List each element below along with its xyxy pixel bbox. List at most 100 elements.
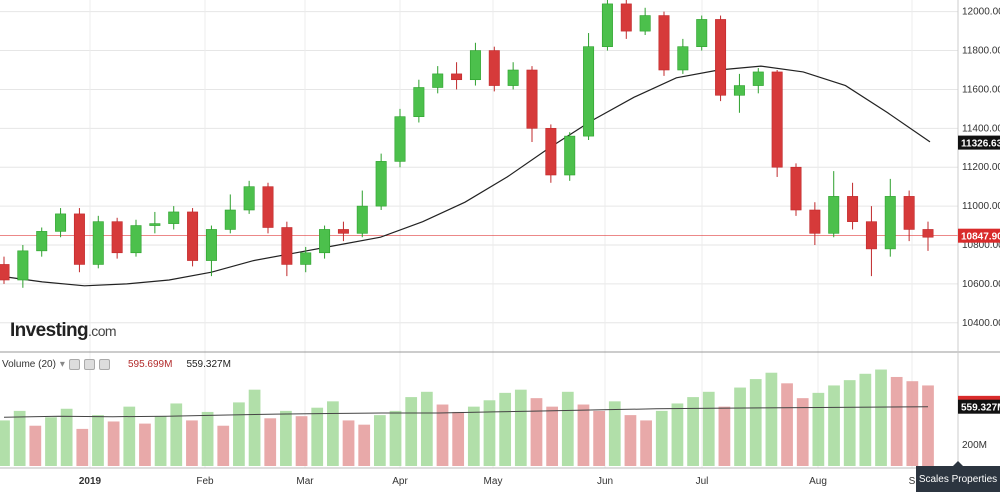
volume-bar [45, 417, 57, 466]
y-tick-label: 11400.00 [962, 123, 1000, 134]
candle-body [73, 213, 85, 265]
volume-bar [201, 411, 214, 466]
volume-bar [295, 416, 308, 466]
candle-body [92, 221, 104, 265]
x-tick-label: Mar [296, 476, 314, 487]
candle-body [224, 209, 236, 230]
x-tick-label: Aug [809, 476, 827, 487]
candle-body [356, 205, 368, 234]
candle-body [36, 231, 48, 252]
volume-bar [514, 389, 527, 466]
volume-bar [530, 398, 543, 466]
candle-body [55, 213, 67, 232]
candle-body [545, 128, 557, 176]
volume-bar [92, 415, 104, 466]
current-volume-value: 595.699M [127, 359, 173, 370]
candle-body [526, 69, 538, 129]
candle-body [828, 196, 840, 234]
scales-properties-button[interactable]: Scales Properties [916, 461, 1000, 492]
volume-bar [718, 406, 731, 466]
volume-bar [640, 420, 652, 466]
candle-body [790, 166, 802, 211]
volume-bar [60, 408, 73, 466]
candle-body [168, 211, 180, 224]
moving-average-line [0, 65, 931, 287]
volume-bar [358, 424, 371, 466]
volume-bar [29, 425, 42, 466]
volume-bar [139, 423, 151, 466]
candle-body [262, 186, 274, 228]
y-tick-label: 11200.00 [962, 162, 1000, 173]
volume-bar [906, 381, 919, 466]
volume-bar [436, 404, 449, 466]
eye-icon[interactable] [83, 359, 95, 370]
candle-body [715, 19, 727, 96]
candle-body [922, 229, 934, 238]
volume-bar [812, 392, 825, 466]
volume-bar [828, 385, 840, 466]
candle-body [432, 73, 444, 88]
candlestick-layer [0, 0, 934, 288]
volume-bar [922, 385, 934, 466]
volume-bar [264, 418, 277, 466]
legend-dropdown-icon[interactable]: ▾ [59, 359, 65, 370]
volume-legend-title: Volume (20) [2, 359, 56, 370]
close-icon[interactable] [98, 359, 110, 370]
settings-icon[interactable] [68, 359, 80, 370]
candle-body [337, 229, 349, 234]
candle-body [17, 250, 29, 281]
volume-bar [467, 406, 480, 466]
scales-properties-label: Scales Properties [918, 473, 998, 485]
volume-bar [420, 391, 433, 466]
candle-body [394, 116, 406, 162]
volume-bar [342, 420, 355, 466]
candle-body [771, 71, 783, 168]
candle-body [639, 15, 651, 32]
grid-lines [0, 0, 958, 468]
volume-ma-layer [3, 406, 929, 418]
volume-bar [389, 410, 402, 466]
volume-ma-value: 559.327M [186, 359, 231, 370]
volume-bar [593, 410, 605, 466]
volume-bar [843, 380, 856, 466]
candle-body [809, 209, 821, 234]
volume-bar [233, 402, 245, 466]
candle-body [488, 50, 500, 86]
volume-bar [624, 415, 637, 466]
candle-body [583, 46, 595, 137]
volume-bar [608, 401, 621, 466]
y-tick-label: 10400.00 [962, 318, 1000, 329]
candle-body [413, 87, 425, 117]
ma-value-label: 11326.63 [961, 139, 1000, 150]
volume-bar [186, 420, 198, 466]
volume-bar [327, 401, 339, 466]
volume-bar [248, 389, 261, 466]
x-tick-label: May [484, 476, 503, 487]
last-price-tag [958, 228, 1000, 243]
x-tick-label: Jul [696, 476, 709, 487]
volume-bar [13, 410, 26, 466]
y-tick-label: 11000.00 [962, 201, 1000, 212]
candle-body [620, 3, 632, 32]
volume-bar [123, 406, 136, 466]
volume-bar [546, 406, 559, 466]
investing-logo: Investing.com [10, 320, 117, 342]
candle-body [319, 229, 331, 254]
y-tick-label: 10600.00 [962, 279, 1000, 290]
x-tick-label: Jun [597, 476, 613, 487]
volume-bar [765, 372, 778, 466]
volume-bar [671, 403, 684, 466]
x-tick-label: Apr [392, 476, 408, 487]
volume-bar [749, 379, 762, 466]
volume-bar [452, 411, 465, 466]
x-tick-label: S [909, 476, 916, 487]
candle-body [677, 46, 689, 71]
candle-body [865, 221, 877, 250]
volume-bars-layer [0, 369, 934, 466]
candle-body [658, 15, 670, 71]
volume-bar [76, 428, 89, 466]
candle-body [451, 73, 463, 81]
volume-bar [577, 404, 590, 466]
